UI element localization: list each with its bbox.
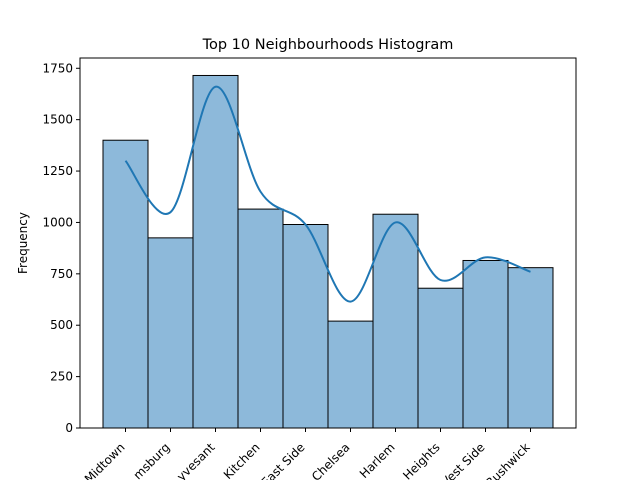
x-tick-label: Harlem (357, 440, 398, 480)
y-tick-label: 750 (50, 267, 73, 281)
kde-curve (124, 85, 531, 303)
bar-9 (462, 259, 509, 429)
x-tick-label: msburg (131, 440, 173, 480)
x-tick-label: Vest Side (439, 440, 488, 480)
bar-10 (507, 267, 554, 429)
y-axis: 0 250 500 750 1000 1250 1500 1750 (42, 61, 80, 435)
bar-1 (102, 139, 149, 429)
x-tick-label: Heights (400, 440, 442, 480)
y-tick-label: 500 (50, 318, 73, 332)
x-tick-label: yvesant (174, 440, 218, 480)
bar-2 (147, 237, 194, 429)
y-tick-label: 250 (50, 370, 73, 384)
y-tick-label: 1000 (42, 215, 73, 229)
x-tick-label: Kitchen (221, 440, 263, 480)
y-tick-label: 1500 (42, 113, 73, 127)
x-tick-label: Chelsea (309, 440, 353, 480)
y-tick-label: 1250 (42, 164, 73, 178)
bar-3 (192, 74, 239, 429)
x-tick-label: East Side (258, 440, 307, 480)
chart-title: Top 10 Neighbourhoods Histogram (202, 37, 454, 53)
bar-8 (417, 287, 464, 429)
x-tick-label: Midtown (82, 440, 128, 480)
bar-6 (327, 320, 374, 429)
bar-5 (282, 224, 329, 429)
x-tick-label: Bushwick (483, 440, 533, 480)
plot-frame (79, 57, 577, 429)
bars-group (102, 74, 554, 429)
y-tick-label: 0 (65, 421, 73, 435)
y-tick-label: 1750 (42, 61, 73, 75)
bar-7 (372, 213, 419, 429)
bar-4 (237, 208, 284, 429)
y-axis-label: Frequency (16, 212, 30, 274)
